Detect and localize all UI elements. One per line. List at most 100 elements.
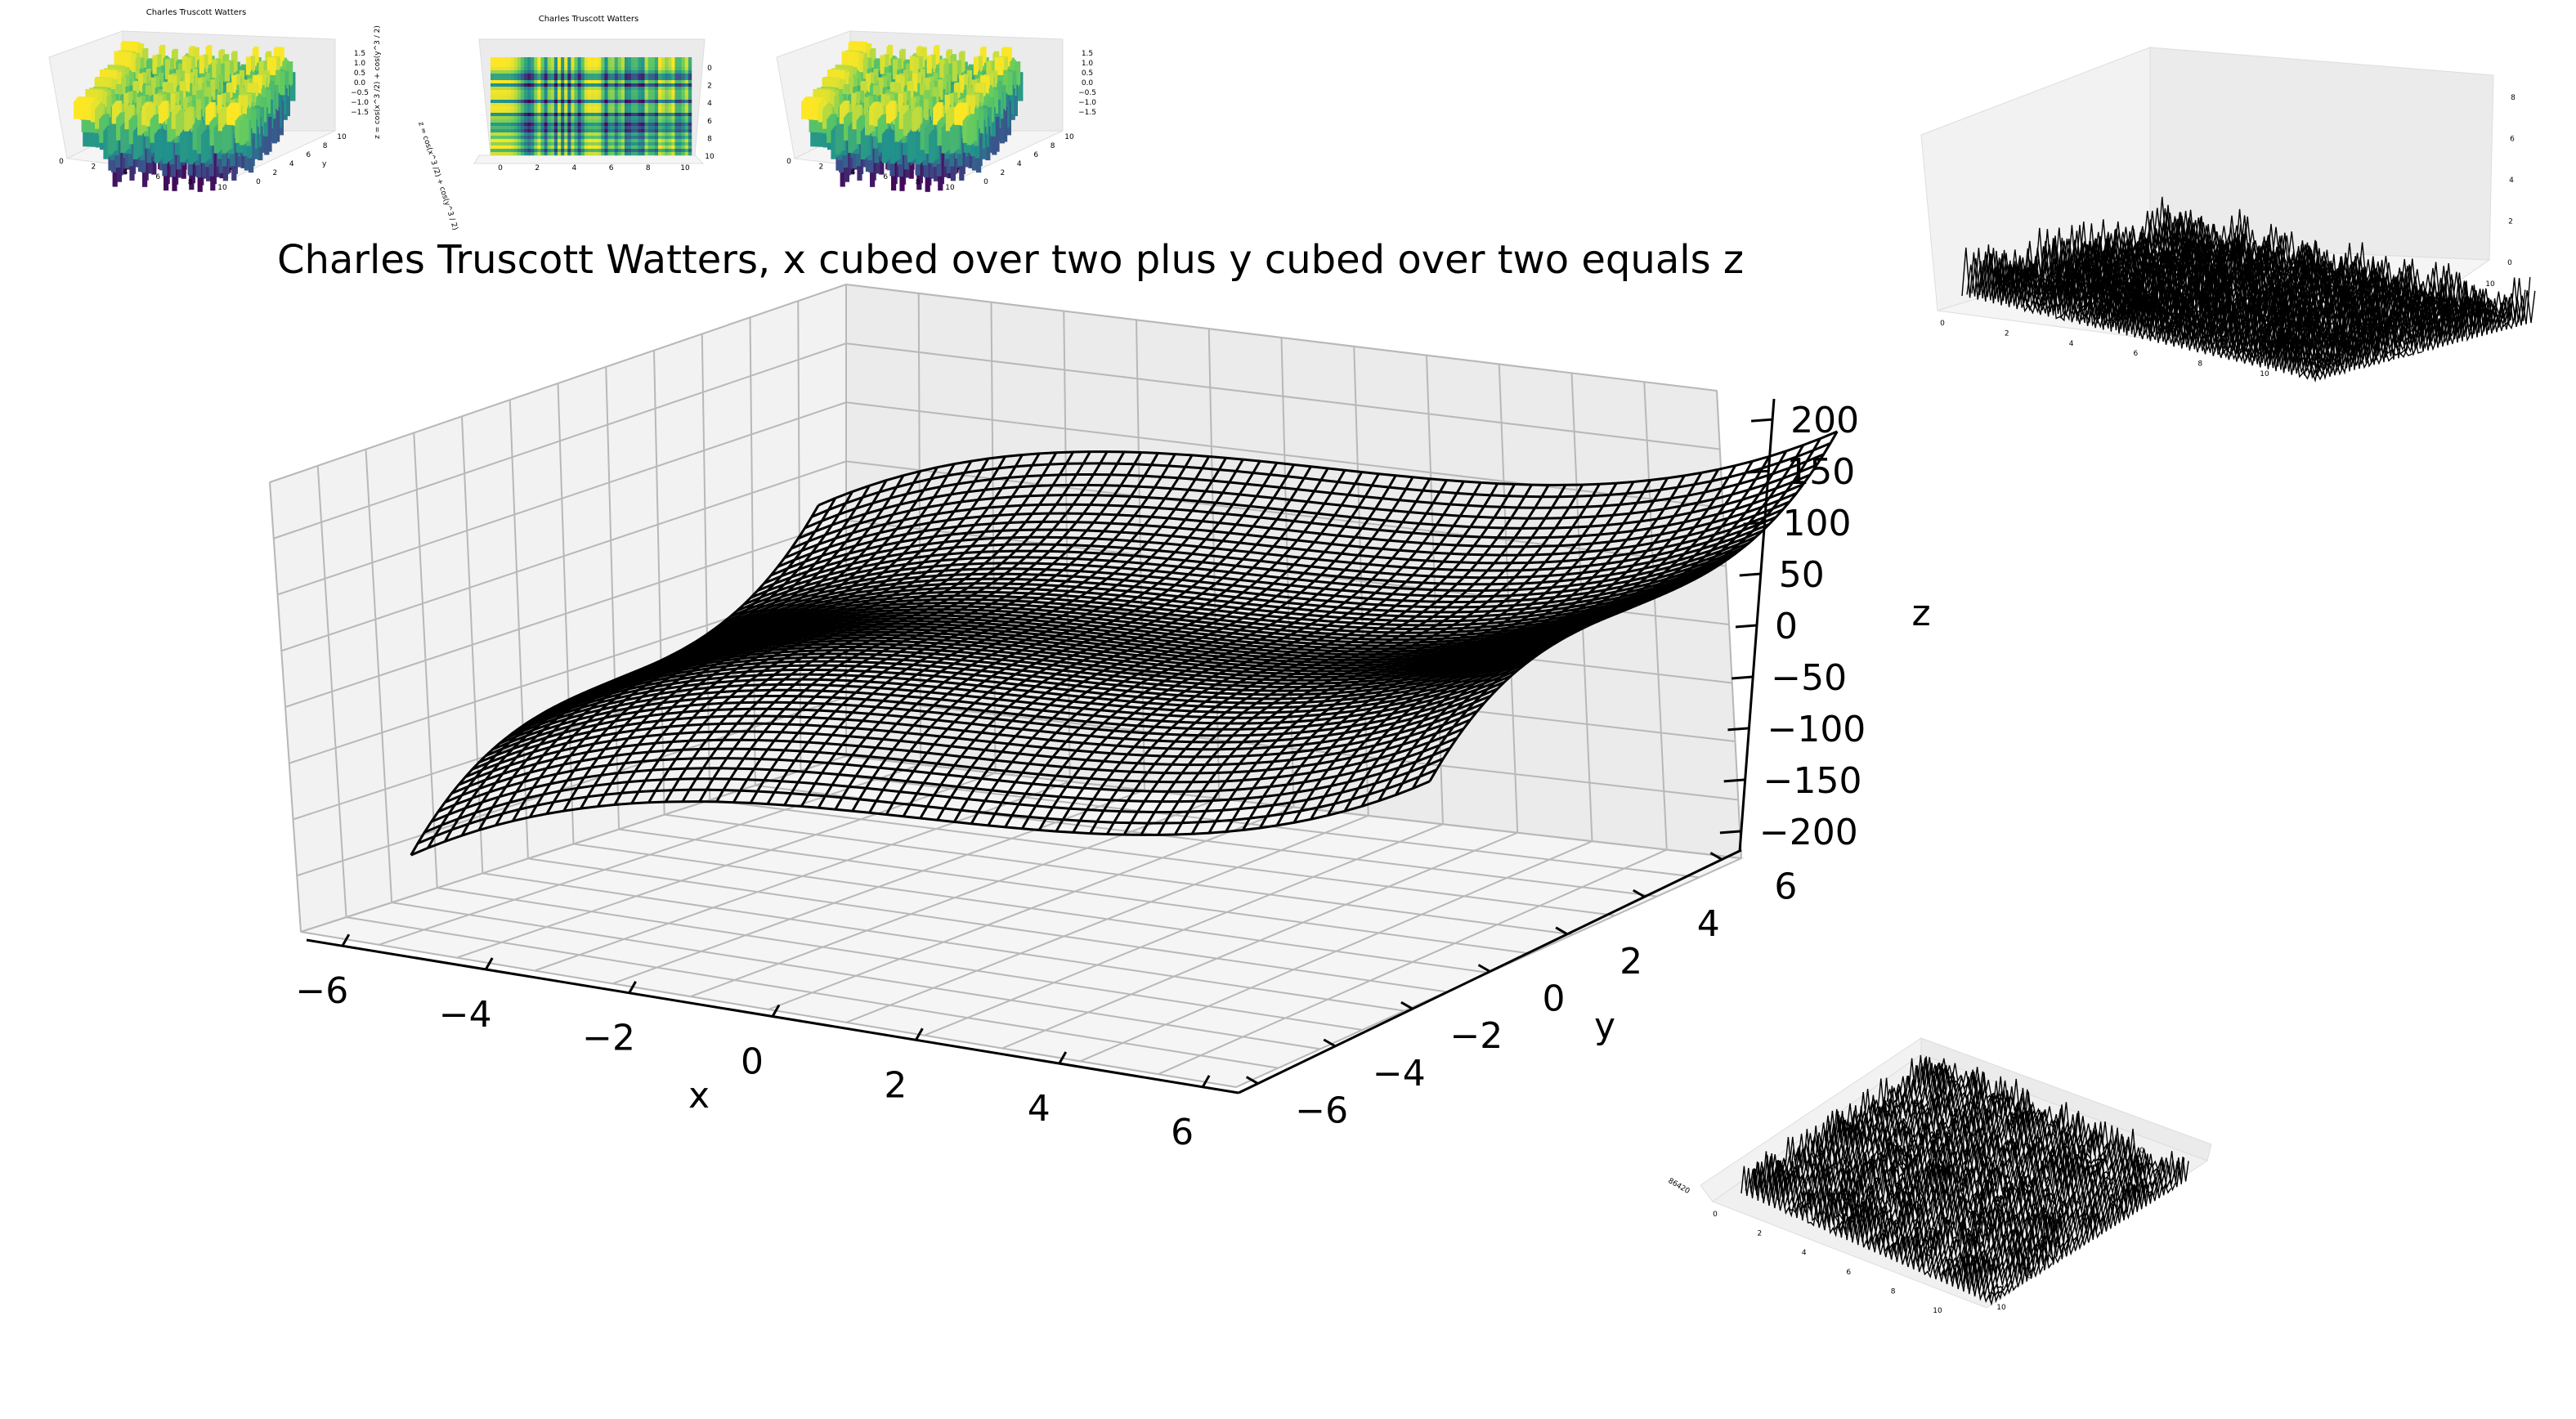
thumb-2-surface-cell (658, 93, 662, 97)
thumb-1-surface-cell (255, 108, 261, 134)
thumb-2-surface-cell (550, 80, 555, 84)
thumb-2-surface-cell (504, 96, 508, 101)
thumb-2-surface-cell (684, 139, 689, 143)
thumb-2-surface-cell (617, 90, 622, 94)
thumb-2-surface-cell (684, 149, 689, 153)
thumb-2-surface-cell (504, 145, 508, 150)
thumb-2-surface-cell (567, 90, 571, 94)
thumb-2-surface-cell (651, 93, 656, 97)
thumb-2-surface-cell (561, 96, 565, 101)
thumb-1-surface-cell (213, 127, 219, 154)
thumb-2-surface-cell (531, 70, 535, 74)
thumb-2-surface-cell (601, 60, 605, 65)
thumb-2-surface-cell (587, 96, 592, 101)
thumb-2-surface-cell (594, 113, 598, 117)
thumb-2-surface-cell (517, 93, 522, 97)
thumb-2-surface-cell (587, 106, 592, 110)
thumb-2-surface-cell (567, 116, 571, 120)
thumb-2-surface-cell (497, 87, 501, 91)
thumb-2-surface-cell (491, 100, 495, 104)
thumb-1-surface-cell (124, 109, 130, 130)
thumb-2-surface-cell (537, 103, 541, 107)
thumb-2-surface-cell (497, 74, 501, 78)
thumb-2-surface-cell (584, 96, 589, 101)
thumb-2-surface-cell (517, 116, 522, 120)
thumb-2-surface-cell (671, 67, 675, 71)
thumb-2-surface-cell (520, 80, 525, 84)
thumb-2-surface-cell (654, 96, 659, 101)
thumb-2-surface-cell (580, 93, 585, 97)
thumb-2-surface-cell (564, 67, 568, 71)
thumb-2-surface-cell (647, 106, 652, 110)
main-wire-line (750, 522, 1770, 599)
thumb-2-surface-cell (550, 87, 555, 91)
thumb-2-surface-cell (625, 136, 629, 140)
thumb-1-surface-cell (271, 109, 277, 144)
thumb-2-surface-cell (661, 123, 665, 127)
thumb-2-surface-cell (631, 93, 635, 97)
thumb-2-surface-cell (654, 149, 659, 153)
thumb-2-surface-cell (651, 129, 656, 133)
thumb-1-surface-cell (276, 69, 281, 93)
thumb-2-surface-cell (587, 136, 592, 140)
thumb-2-surface-cell (550, 152, 555, 156)
thumb-2-y-tick-label: 8 (707, 135, 712, 143)
thumb-2-surface-cell (601, 67, 605, 71)
thumb-2-surface-cell (688, 93, 692, 97)
thumb-2-surface-cell (517, 100, 522, 104)
thumb-2-surface-cell (601, 149, 605, 153)
thumb-2-surface-cell (513, 93, 517, 97)
thumb-1-surface-cell (225, 92, 231, 114)
thumb-2-surface-cell (594, 142, 598, 146)
thumb-2-surface-cell (550, 67, 555, 71)
thumb-2-surface-cell (638, 93, 642, 97)
thumb-2-surface-cell (527, 96, 531, 101)
thumb-2-surface-cell (591, 64, 595, 68)
thumb-2-surface-cell (681, 139, 685, 143)
thumb-2-surface-cell (558, 129, 562, 133)
thumb-2-surface-cell (601, 110, 605, 114)
thumb-1-surface-cell (193, 48, 199, 68)
thumb-1-surface-cell (141, 106, 147, 125)
thumb-2-surface-cell (681, 145, 685, 150)
thumb-2-surface-cell (571, 80, 575, 84)
thumb-2-surface-cell (607, 136, 612, 140)
thumb-2-surface-cell (494, 145, 498, 150)
thumb-2-surface-cell (577, 67, 581, 71)
thumb-2-surface-cell (584, 83, 589, 87)
main-wire-line (818, 430, 1838, 507)
thumb-2-surface-cell (497, 106, 501, 110)
thumb-2-surface-cell (688, 145, 692, 150)
thumb-2-surface-cell (564, 139, 568, 143)
thumb-2-surface-cell (524, 129, 528, 133)
thumb-2-surface-cell (641, 126, 645, 130)
thumb-2-surface-cell (534, 129, 538, 133)
thumb-2-surface-cell (628, 83, 632, 87)
thumb-2-surface-cell (678, 116, 682, 120)
thumb-1-surface-cell (235, 74, 241, 94)
thumb-2-surface-cell (507, 149, 511, 153)
thumb-2-surface-cell (584, 106, 589, 110)
thumb-2-surface-cell (678, 93, 682, 97)
thumb-2-surface-cell (611, 96, 615, 101)
thumb-1-surface-cell (244, 79, 249, 100)
thumb-2-surface-cell (665, 103, 669, 107)
thumb-2-surface-cell (587, 60, 592, 65)
thumb-2-surface-cell (628, 64, 632, 68)
thumb-1-viridis-surface (74, 41, 296, 192)
thumb-2-surface-cell (604, 96, 608, 101)
thumb-2-surface-cell (634, 57, 638, 61)
thumb-2-surface-cell (550, 103, 555, 107)
thumb-2-surface-cell (567, 67, 571, 71)
thumb-2-surface-cell (527, 106, 531, 110)
thumb-2-surface-cell (591, 149, 595, 153)
thumb-2-surface-cell (537, 60, 541, 65)
thumb-2-surface-cell (587, 74, 592, 78)
thumb-2-surface-cell (617, 87, 622, 91)
thumb-2-surface-cell (564, 132, 568, 137)
thumb-2-surface-cell (628, 149, 632, 153)
thumb-2-surface-cell (571, 100, 575, 104)
thumb-2-surface-cell (587, 110, 592, 114)
thumb-2-surface-cell (564, 87, 568, 91)
thumb-1-surface-cell (136, 96, 141, 119)
